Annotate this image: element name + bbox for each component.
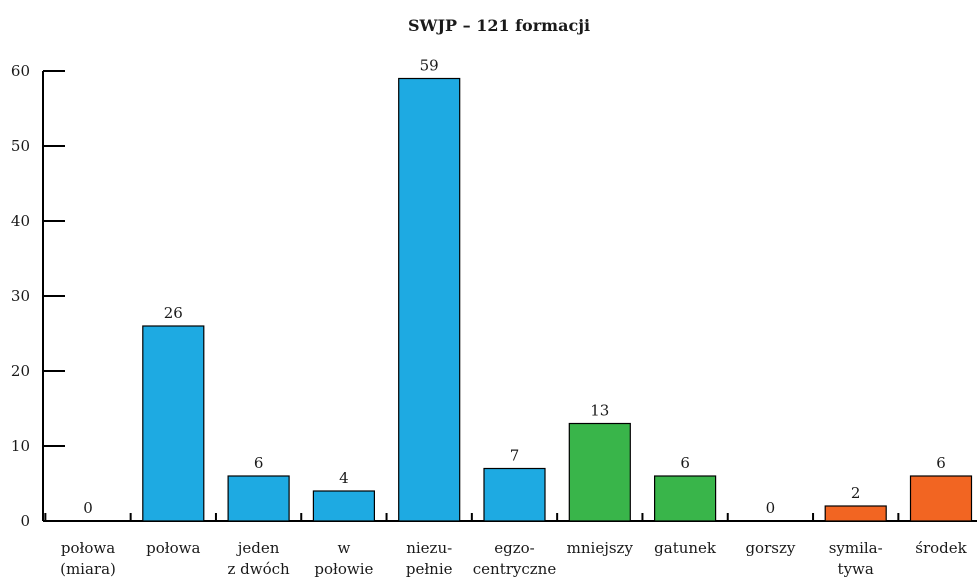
bar <box>398 77 461 522</box>
value-label: 4 <box>339 469 349 487</box>
bar <box>142 325 205 522</box>
value-label: 0 <box>83 499 93 517</box>
value-label: 13 <box>590 402 609 420</box>
x-tick-label: gatunek <box>654 539 717 557</box>
x-tick-label: tywa <box>838 560 874 578</box>
y-tick-label: 20 <box>11 362 30 380</box>
x-tick-label: mniejszy <box>567 539 634 557</box>
bar <box>568 422 631 522</box>
bar <box>312 490 375 522</box>
bar <box>653 475 717 522</box>
x-tick-label: niezu- <box>406 539 452 557</box>
value-label: 26 <box>164 304 183 322</box>
value-label: 6 <box>254 454 264 472</box>
y-tick-label: 30 <box>11 287 30 305</box>
x-tick-label: z dwóch <box>227 560 290 578</box>
x-tick-label: centryczne <box>473 560 557 578</box>
y-tick-label: 0 <box>20 512 30 530</box>
bar <box>824 505 887 522</box>
x-tick-label: w <box>337 539 350 557</box>
y-tick-label: 10 <box>11 437 30 455</box>
x-tick-label: gorszy <box>745 539 795 557</box>
value-label: 6 <box>680 454 690 472</box>
x-tick-label: egzo- <box>494 539 534 557</box>
x-tick-label: środek <box>915 539 967 557</box>
bar <box>909 475 973 522</box>
x-tick-label: (miara) <box>60 560 116 578</box>
x-tick-label: połowie <box>314 560 373 578</box>
x-tick-label: jeden <box>236 539 280 557</box>
chart-title: SWJP – 121 formacji <box>408 16 590 35</box>
value-label: 59 <box>420 57 439 75</box>
x-tick-label: symila- <box>829 539 883 557</box>
x-tick-label: połowa <box>61 539 115 557</box>
bars <box>142 77 973 522</box>
bar <box>227 475 290 522</box>
value-label: 0 <box>766 499 776 517</box>
labels: 01020304050600połowa(miara)26połowa6jede… <box>11 57 968 579</box>
value-label: 2 <box>851 484 861 502</box>
value-label: 7 <box>510 447 520 465</box>
y-tick-label: 60 <box>11 62 30 80</box>
y-tick-label: 50 <box>11 137 30 155</box>
x-tick-label: pełnie <box>406 560 453 578</box>
x-tick-label: połowa <box>146 539 200 557</box>
y-tick-label: 40 <box>11 212 30 230</box>
bar <box>483 467 546 522</box>
value-label: 6 <box>936 454 946 472</box>
